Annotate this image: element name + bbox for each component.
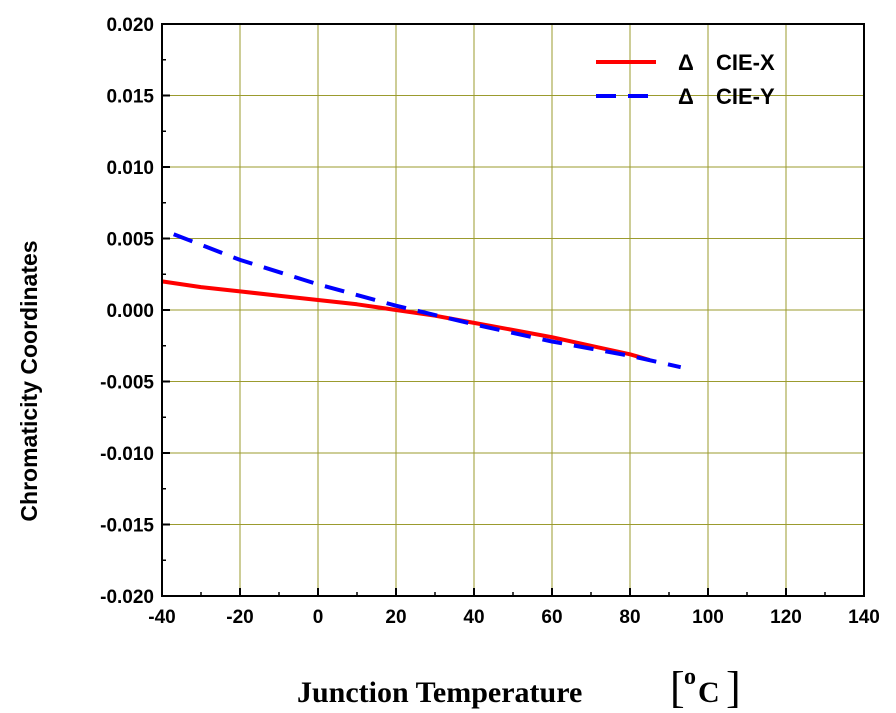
axis-ticks <box>161 23 865 597</box>
x-tick-label: 60 <box>541 607 562 628</box>
legend: Δ CIE-X Δ CIE-Y <box>596 50 775 109</box>
x-tick-label: 20 <box>385 607 406 628</box>
x-tick-labels: -40 -20 0 20 40 60 80 100 120 140 <box>148 607 880 628</box>
y-tick-label: 0.020 <box>106 15 154 36</box>
y-tick-label: -0.005 <box>100 373 154 394</box>
x-tick-label: -20 <box>226 607 253 628</box>
y-tick-label: -0.010 <box>100 444 154 465</box>
series-line-cie-y <box>172 232 682 370</box>
y-tick-labels: -0.020 -0.015 -0.010 -0.005 0.000 0.005 0.010 0… <box>100 15 154 608</box>
grid <box>162 24 864 596</box>
x-axis-unit: C <box>698 676 720 709</box>
x-tick-label: 0 <box>313 607 324 628</box>
y-axis-label: Chromaticity Coordinates <box>16 240 42 521</box>
x-axis-unit-close-bracket: ] <box>726 663 741 712</box>
legend-marker-cie-x: Δ <box>678 50 694 75</box>
x-tick-label: 40 <box>463 607 484 628</box>
legend-label-cie-y: CIE-Y <box>716 84 775 109</box>
y-tick-label: 0.000 <box>106 301 154 322</box>
series-line-cie-x <box>161 279 651 362</box>
x-tick-label: 100 <box>692 607 724 628</box>
y-tick-label: 0.005 <box>106 230 154 251</box>
y-tick-label: 0.010 <box>106 158 154 179</box>
x-axis-unit-superscript: o <box>684 664 696 690</box>
y-tick-label: -0.020 <box>100 587 154 608</box>
legend-entry-cie-x: Δ CIE-X <box>596 50 775 75</box>
x-axis-label-text: Junction Temperature <box>297 676 582 709</box>
y-tick-label: -0.015 <box>100 516 154 537</box>
x-axis-unit-open-bracket: [ <box>670 663 685 712</box>
legend-marker-cie-y: Δ <box>678 84 694 109</box>
legend-label-cie-x: CIE-X <box>716 50 775 75</box>
series-lines <box>161 232 682 370</box>
x-tick-label: 80 <box>619 607 640 628</box>
legend-entry-cie-y: Δ CIE-Y <box>596 84 775 109</box>
x-tick-label: 140 <box>848 607 880 628</box>
x-tick-label: 120 <box>770 607 802 628</box>
x-axis-label: Junction Temperature [ o C ] <box>297 663 741 712</box>
y-tick-label: 0.015 <box>106 87 154 108</box>
x-tick-label: -40 <box>148 607 175 628</box>
